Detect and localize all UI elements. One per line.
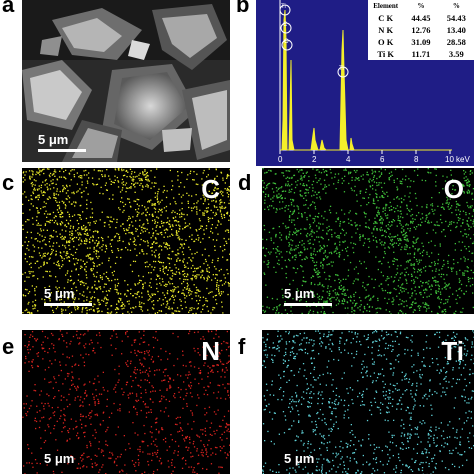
scale-label-a: 5 μm <box>38 132 69 147</box>
panel-label-f: f <box>238 334 246 359</box>
oxygen-dot-map <box>262 168 474 314</box>
element-label-ti: Ti <box>441 336 464 366</box>
peak-markers <box>279 4 349 78</box>
x-unit: keV <box>456 155 470 164</box>
scale-line-a <box>38 149 86 152</box>
cell: C K <box>378 13 394 23</box>
peak-label-o: O <box>284 39 289 45</box>
titanium-dot-map <box>262 330 474 474</box>
cell: 54.43 <box>446 13 466 23</box>
spectrum-trace <box>280 9 452 151</box>
x-tick-4: 4 <box>346 155 351 164</box>
eds-plot <box>279 0 452 154</box>
cell: 13.40 <box>446 25 466 35</box>
sem-image: 5 μm <box>22 0 230 162</box>
element-label-n: N <box>201 336 220 366</box>
panel-label-a: a <box>2 0 15 17</box>
nitrogen-dot-map <box>22 330 230 474</box>
map-carbon: C 5 μm <box>22 168 230 314</box>
peak-label-c: C <box>283 22 288 28</box>
cell: N K <box>378 25 394 35</box>
x-tick-2: 2 <box>312 155 317 164</box>
cell: 31.09 <box>411 37 431 47</box>
table-header: Element % % <box>368 0 474 12</box>
scale-bar-c: 5 μm <box>44 286 92 306</box>
map-titanium: Ti 5 μm <box>262 330 474 474</box>
x-tick-6: 6 <box>380 155 385 164</box>
peak-label-ti-1: Ti <box>281 4 286 10</box>
scale-label-c: 5 μm <box>44 286 75 301</box>
element-label-o: O <box>443 174 464 204</box>
header-wt: % <box>417 2 425 10</box>
composition-table: Element % % C K 44.45 54.43 N K 12.76 13… <box>368 0 474 60</box>
element-label-c: C <box>201 174 220 204</box>
panel-label-b: b <box>236 0 250 17</box>
x-tick-10: 10 <box>445 155 454 164</box>
scale-line-c <box>44 303 92 306</box>
cell: 3.59 <box>448 49 464 59</box>
tick-marks <box>279 150 451 154</box>
scale-bar-a: 5 μm <box>38 132 86 152</box>
scale-label-d: 5 μm <box>284 286 315 301</box>
cell: Ti K <box>377 49 394 59</box>
cell: 12.76 <box>411 25 431 35</box>
x-tick-8: 8 <box>414 155 419 164</box>
panel-label-e: e <box>2 334 15 359</box>
cell: 44.45 <box>411 13 431 23</box>
eds-spectrum: Ti C O Ti Element % % C K 44.45 54.43 N … <box>256 0 474 166</box>
carbon-dot-map <box>22 168 230 314</box>
x-tick-0: 0 <box>278 155 283 164</box>
table-row: Ti K 11.71 3.59 <box>368 48 474 60</box>
scale-label-e: 5 μm <box>44 451 75 466</box>
scale-bar-d: 5 μm <box>284 286 332 306</box>
cell: O K <box>377 37 394 47</box>
cell: 11.71 <box>411 49 431 59</box>
map-oxygen: O 5 μm <box>262 168 474 314</box>
cell: 28.58 <box>446 37 466 47</box>
scale-bar-f: 5 μm <box>284 451 314 466</box>
panel-label-d: d <box>238 170 252 195</box>
table-row: O K 31.09 28.58 <box>368 36 474 48</box>
scale-label-f: 5 μm <box>284 451 315 466</box>
panel-label-c: c <box>2 170 15 195</box>
peak-label-ti-2: Ti <box>339 66 344 72</box>
sem-micrograph <box>22 0 230 162</box>
table-row: N K 12.76 13.40 <box>368 24 474 36</box>
scale-bar-e: 5 μm <box>44 451 74 466</box>
table-row: C K 44.45 54.43 <box>368 12 474 24</box>
header-at: % <box>452 2 460 10</box>
scale-line-d <box>284 303 332 306</box>
map-nitrogen: N 5 μm <box>22 330 230 474</box>
header-element: Element <box>373 2 399 10</box>
